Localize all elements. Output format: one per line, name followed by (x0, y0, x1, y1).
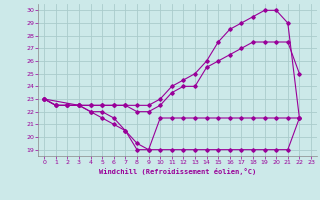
X-axis label: Windchill (Refroidissement éolien,°C): Windchill (Refroidissement éolien,°C) (99, 168, 256, 175)
